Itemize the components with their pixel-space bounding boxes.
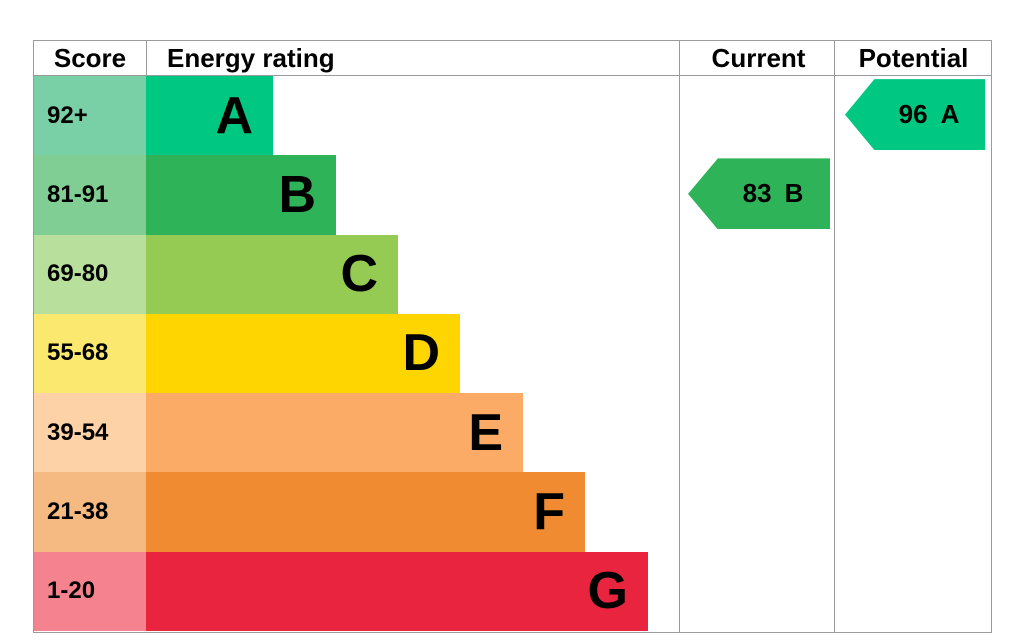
score-cell: 55-68	[34, 313, 146, 394]
score-header: Score	[53, 42, 127, 73]
band-letter: A	[215, 86, 253, 145]
score-cell: 92+	[34, 76, 146, 156]
rating-bar: G	[146, 551, 648, 631]
potential-arrow: 96 A	[845, 79, 985, 151]
epc-rating-chart: Score Energy rating Current Potential 92…	[33, 40, 992, 633]
rating-bar: F	[146, 472, 585, 552]
band-letter: G	[587, 562, 628, 621]
band-row: 69-80 C	[34, 234, 991, 314]
rating-bar: A	[146, 76, 273, 156]
score-cell: 81-91	[34, 155, 146, 235]
potential-score-value: 96	[898, 99, 928, 130]
current-arrow: 83 B	[688, 158, 830, 230]
score-cell: 21-38	[34, 472, 146, 552]
rating-bar: D	[146, 313, 460, 394]
band-letter: F	[533, 483, 565, 542]
band-row: 55-68 D	[34, 313, 991, 394]
header-row: Score Energy rating Current Potential	[34, 41, 991, 76]
band-letter: B	[278, 165, 316, 224]
score-cell: 39-54	[34, 393, 146, 473]
current-arrow-label: 83 B	[743, 178, 804, 209]
potential-column-divider	[834, 41, 835, 632]
potential-arrow-label: 96 A	[899, 99, 960, 130]
score-cell: 1-20	[34, 551, 146, 631]
energy-rating-header: Energy rating	[146, 41, 681, 75]
band-row: 21-38 F	[34, 472, 991, 552]
current-header: Current	[711, 42, 806, 73]
current-score-value: 83	[742, 178, 772, 209]
band-rows: 92+ A 81-91 B 69-80 C 55-68 D 39-54	[34, 76, 991, 631]
band-letter: D	[402, 324, 440, 383]
band-row: 81-91 B	[34, 155, 991, 235]
rating-bar: B	[146, 155, 336, 235]
band-letter: C	[340, 245, 378, 304]
rating-bar: E	[146, 393, 523, 473]
band-letter: E	[468, 403, 503, 462]
score-cell: 69-80	[34, 234, 146, 314]
band-row: 1-20 G	[34, 551, 991, 631]
band-row: 39-54 E	[34, 393, 991, 473]
rating-bar: C	[146, 234, 398, 314]
band-row: 92+ A	[34, 76, 991, 156]
potential-rating-letter: A	[940, 99, 960, 130]
current-column-divider	[679, 41, 680, 632]
potential-header: Potential	[858, 42, 969, 73]
current-rating-letter: B	[784, 178, 804, 209]
